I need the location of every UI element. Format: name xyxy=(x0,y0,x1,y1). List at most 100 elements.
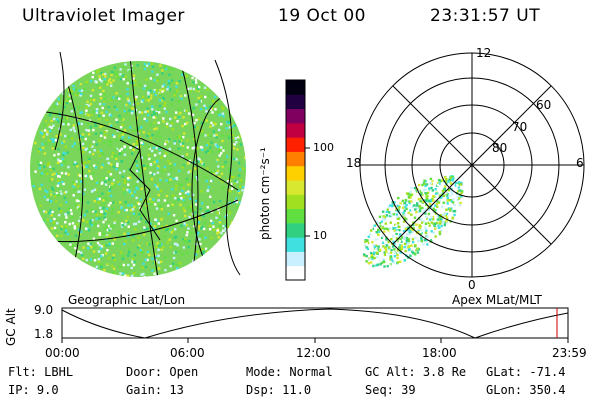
geo-pixel xyxy=(89,94,93,97)
geo-pixel xyxy=(85,147,88,150)
geo-pixel xyxy=(201,212,204,215)
geo-pixel xyxy=(235,141,238,144)
polar-pixel xyxy=(407,239,411,243)
geo-pixel xyxy=(199,95,203,98)
geographic-image[interactable] xyxy=(30,51,268,290)
polar-pixel xyxy=(419,228,423,231)
geo-pixel xyxy=(228,211,232,214)
geo-pixel xyxy=(50,200,53,203)
polar-plot[interactable] xyxy=(359,52,585,278)
polar-pixel xyxy=(398,225,401,229)
geo-pixel xyxy=(85,227,88,230)
geo-pixel xyxy=(65,200,68,204)
geo-pixel xyxy=(57,175,60,178)
altitude-plot[interactable] xyxy=(61,307,569,343)
geo-pixel xyxy=(162,117,165,120)
geo-pixel xyxy=(155,245,158,248)
geo-pixel xyxy=(131,194,134,197)
geo-pixel xyxy=(185,121,189,125)
geo-pixel xyxy=(172,229,175,232)
polar-pixel xyxy=(376,263,379,266)
geo-pixel xyxy=(46,218,49,222)
geo-pixel xyxy=(77,185,80,188)
polar-pixel xyxy=(371,247,374,250)
geo-pixel xyxy=(99,247,103,250)
geo-pixel xyxy=(77,106,81,109)
polar-pixel xyxy=(449,182,453,185)
geo-pixel xyxy=(95,265,99,269)
geo-pixel xyxy=(195,81,198,84)
colorbar-swatch xyxy=(286,137,305,152)
geo-pixel xyxy=(184,124,188,128)
geo-pixel xyxy=(122,170,126,173)
geo-pixel xyxy=(155,160,159,164)
geo-pixel xyxy=(47,123,51,126)
geo-pixel xyxy=(67,135,70,138)
geo-pixel xyxy=(104,197,107,200)
geo-pixel xyxy=(102,199,105,202)
polar-pixel xyxy=(416,247,419,250)
geo-pixel xyxy=(51,188,55,191)
geo-pixel xyxy=(108,241,111,244)
geo-pixel xyxy=(199,100,202,103)
geo-pixel xyxy=(205,143,208,147)
geo-pixel xyxy=(55,135,58,138)
geo-pixel xyxy=(175,269,179,272)
geo-pixel xyxy=(72,126,75,129)
polar-pixel xyxy=(432,222,435,225)
geo-pixel xyxy=(226,180,230,183)
polar-pixel xyxy=(412,251,415,255)
polar-pixel xyxy=(400,244,403,247)
polar-pixel xyxy=(424,208,428,211)
geo-pixel xyxy=(125,208,128,212)
geo-pixel xyxy=(53,217,56,221)
geo-pixel xyxy=(72,185,75,188)
geo-pixel xyxy=(227,134,230,138)
geo-pixel xyxy=(195,103,198,106)
geo-pixel xyxy=(93,188,97,191)
polar-pixel xyxy=(366,247,370,251)
geo-pixel xyxy=(128,102,131,105)
geo-pixel xyxy=(134,184,138,188)
geo-pixel xyxy=(227,189,230,192)
geo-pixel xyxy=(60,192,63,195)
geo-pixel xyxy=(67,211,70,214)
geo-pixel xyxy=(142,272,145,276)
geo-pixel xyxy=(210,107,214,110)
geo-pixel xyxy=(195,118,198,122)
geo-pixel xyxy=(54,139,58,142)
polar-pixel xyxy=(375,251,379,254)
geo-pixel xyxy=(109,124,113,127)
geo-pixel xyxy=(71,92,74,95)
geo-pixel xyxy=(189,88,193,92)
geo-pixel xyxy=(140,111,144,114)
geo-pixel xyxy=(206,142,210,145)
polar-pixel xyxy=(402,211,405,214)
geo-pixel xyxy=(85,80,88,84)
geo-pixel xyxy=(140,251,144,254)
geo-pixel xyxy=(70,212,73,215)
geo-pixel xyxy=(233,143,236,146)
geo-pixel xyxy=(131,260,134,264)
geo-pixel xyxy=(216,169,220,173)
polar-pixel xyxy=(421,183,424,187)
polar-pixel xyxy=(383,263,386,267)
geo-pixel xyxy=(202,227,206,231)
geo-pixel xyxy=(190,109,193,112)
geo-pixel xyxy=(204,176,207,179)
geo-pixel xyxy=(132,77,135,80)
geo-pixel xyxy=(113,221,116,224)
polar-pixel xyxy=(453,203,456,207)
geo-pixel xyxy=(222,224,225,228)
geo-pixel xyxy=(128,248,131,251)
geo-pixel xyxy=(161,85,164,88)
geo-pixel xyxy=(86,100,89,103)
geo-pixel xyxy=(203,86,207,89)
geo-pixel xyxy=(89,175,92,178)
geo-pixel xyxy=(136,141,139,144)
geo-pixel xyxy=(62,160,66,163)
geo-pixel xyxy=(109,163,113,166)
geo-pixel xyxy=(180,70,184,74)
geo-pixel xyxy=(170,231,173,234)
geo-pixel xyxy=(146,200,149,204)
